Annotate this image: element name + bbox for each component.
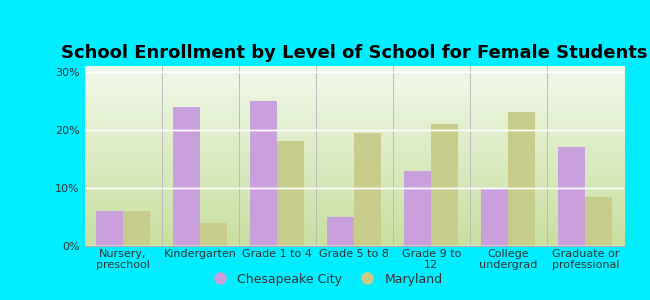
- Bar: [508, 112, 536, 246]
- Bar: [404, 170, 432, 246]
- Bar: [277, 142, 304, 246]
- Bar: [354, 133, 381, 246]
- Bar: [96, 211, 123, 246]
- Bar: [173, 106, 200, 246]
- Title: School Enrollment by Level of School for Female Students: School Enrollment by Level of School for…: [61, 44, 647, 62]
- Bar: [200, 223, 227, 246]
- Bar: [482, 188, 508, 246]
- Legend: Chesapeake City, Maryland: Chesapeake City, Maryland: [202, 268, 448, 291]
- Bar: [558, 147, 586, 246]
- Bar: [586, 196, 612, 246]
- Bar: [327, 217, 354, 246]
- Bar: [123, 211, 150, 246]
- Bar: [432, 124, 458, 246]
- Bar: [250, 101, 277, 246]
